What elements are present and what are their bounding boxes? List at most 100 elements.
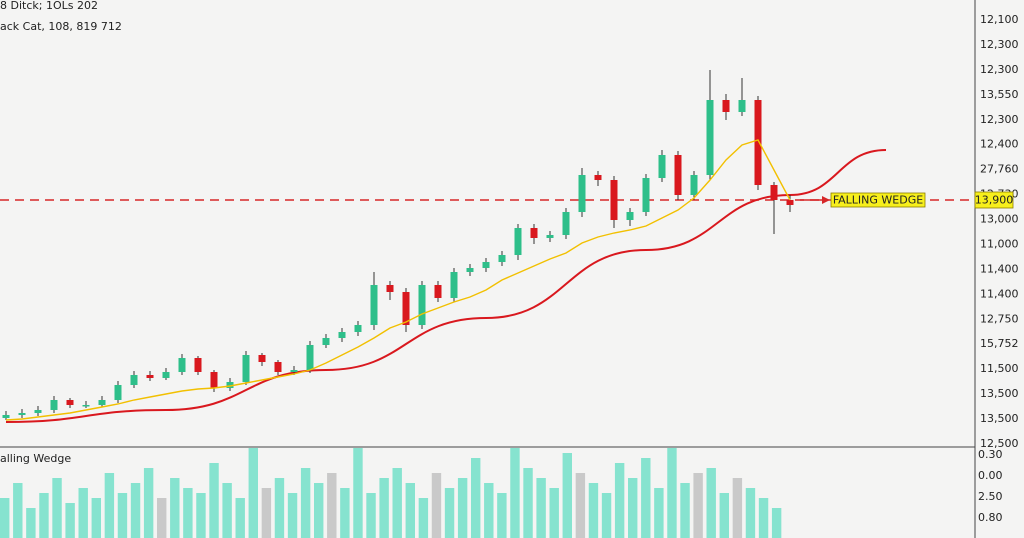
price-axis-label: 13,000 [980, 213, 1019, 226]
candle-body [338, 332, 346, 338]
volume-bar [78, 488, 88, 538]
volume-bar [457, 478, 468, 538]
candle-body [146, 375, 154, 378]
volume-bar [183, 488, 193, 538]
volume-bar [667, 448, 677, 538]
candle-body [626, 212, 634, 220]
volume-bar [300, 468, 311, 538]
volume-bar [196, 493, 206, 538]
price-axis-label: 11,000 [980, 237, 1019, 250]
candle-body [178, 358, 186, 372]
candle-body [642, 178, 650, 212]
volume-bar [444, 488, 455, 538]
header-line: 8 Ditck; 1OLs 202 [0, 0, 98, 12]
candle-body [770, 185, 778, 200]
volume-bar [588, 483, 599, 538]
price-axis-label: 11,500 [980, 362, 1019, 375]
candle-body [402, 292, 410, 325]
volume-bar [26, 508, 36, 538]
volume-bar [39, 493, 49, 538]
volume-bar [274, 478, 285, 538]
volume-bar [104, 473, 115, 538]
candle-body [322, 338, 330, 345]
level-label: 13,900 [975, 194, 1014, 207]
volume-bar [143, 468, 154, 538]
candle-body [34, 410, 42, 413]
candle-body [738, 100, 746, 112]
price-axis-label: 11,400 [980, 262, 1019, 275]
candle-body [546, 235, 554, 238]
volume-bar [0, 498, 10, 538]
header-line: ack Cat, 108, 819 712 [0, 20, 122, 33]
candle-body [242, 355, 250, 382]
volume-bar [562, 453, 573, 538]
candle-body [498, 255, 506, 262]
volume-bar [261, 488, 272, 538]
price-axis-label: 12,300 [980, 63, 1019, 76]
candle-body [690, 175, 698, 195]
candle-body [418, 285, 426, 325]
volume-bar [536, 478, 546, 538]
candle-body [66, 400, 74, 405]
volume-bar [497, 493, 507, 538]
volume-bar [654, 488, 664, 538]
candle-body [466, 268, 474, 272]
candle-body [226, 382, 234, 388]
price-axis-label: 13,500 [980, 412, 1019, 425]
volume-bar [418, 498, 429, 538]
volume-bar [641, 458, 651, 538]
price-axis-label: 15,752 [980, 337, 1019, 350]
volume-axis-label: 2.50 [978, 490, 1003, 503]
volume-bar [379, 478, 389, 538]
candle-body [162, 372, 170, 378]
candle-body [482, 262, 490, 268]
volume-title: alling Wedge [0, 452, 71, 465]
volume-bar [732, 478, 743, 538]
volume-bar [314, 483, 324, 538]
candle-body [114, 385, 122, 400]
volume-axis-label: 0.80 [978, 511, 1003, 524]
candle-body [530, 228, 538, 238]
candle-body [98, 400, 106, 405]
volume-axis-label: 0.30 [978, 448, 1003, 461]
volume-bar [157, 498, 167, 538]
candle-body [786, 200, 794, 205]
pattern-label: FALLING WEDGE [833, 194, 923, 207]
candle-body [514, 228, 522, 255]
volume-bar [222, 483, 232, 538]
volume-bar [706, 468, 716, 538]
volume-bar [693, 473, 703, 538]
price-axis-label: 12,400 [980, 138, 1019, 151]
candle-body [370, 285, 378, 325]
volume-bar [601, 493, 612, 538]
pattern-label-box [830, 192, 926, 208]
candle-body [706, 100, 714, 175]
volume-bar [758, 498, 769, 538]
candle-body [610, 180, 618, 220]
volume-bar [235, 498, 245, 538]
volume-bar [549, 488, 559, 538]
price-axis-label: 11,400 [980, 287, 1019, 300]
price-axis-label: 27,760 [980, 163, 1019, 176]
candle-body [130, 375, 138, 385]
price-axis-label: 13,550 [980, 88, 1019, 101]
volume-bar [405, 483, 416, 538]
price-axis-label: 12,500 [980, 437, 1019, 450]
price-axis-label: 12,100 [980, 13, 1019, 26]
volume-bar [353, 448, 363, 538]
candle-body [18, 413, 26, 415]
volume-bar [91, 498, 102, 538]
candle-body [2, 415, 10, 418]
candle-body [274, 362, 282, 372]
candle-body [562, 212, 570, 235]
candle-body [578, 175, 586, 212]
volume-bar [745, 488, 756, 538]
volume-bar [471, 458, 481, 538]
candle-body [386, 285, 394, 292]
candle-body [594, 175, 602, 180]
moving-average [5, 139, 791, 421]
volume-bar [13, 483, 23, 538]
price-axis-label: 12,300 [980, 38, 1019, 51]
volume-bar [52, 478, 62, 538]
